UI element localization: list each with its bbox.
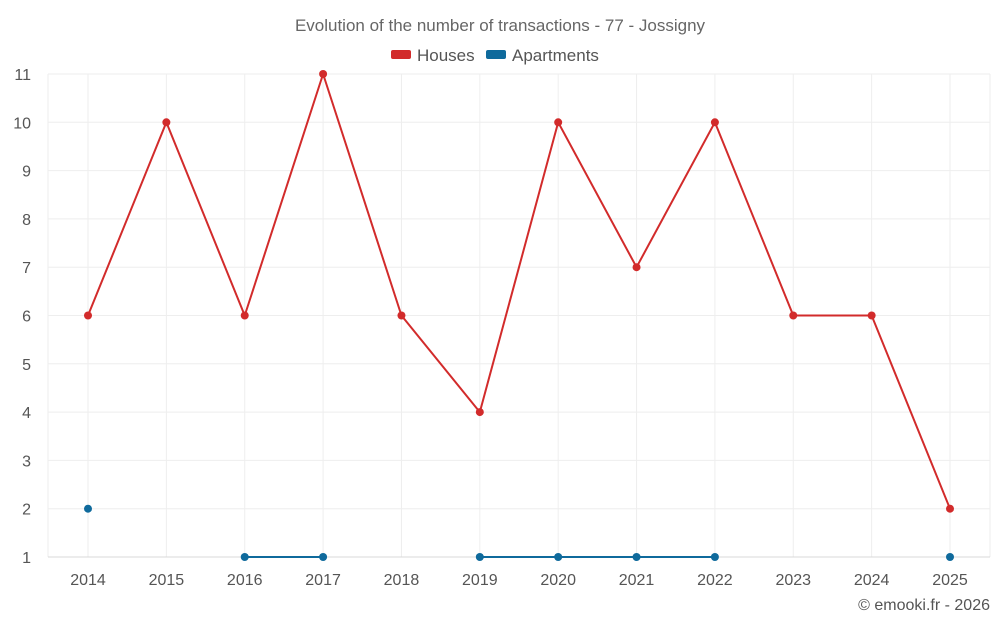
data-point (84, 504, 92, 513)
x-tick-label: 2014 (70, 572, 106, 589)
x-tick-label: 2020 (540, 572, 576, 589)
data-point (789, 311, 798, 320)
data-point (319, 553, 328, 561)
legend: Houses Apartments (391, 46, 599, 65)
y-tick-label: 1 (22, 550, 31, 567)
data-point (319, 70, 328, 78)
legend-swatch (391, 50, 411, 59)
y-tick-label: 11 (14, 67, 31, 84)
x-tick-label: 2016 (227, 572, 263, 589)
legend-label: Houses (417, 46, 475, 65)
x-tick-label: 2018 (384, 572, 420, 589)
data-point (946, 504, 954, 513)
data-point (554, 553, 563, 561)
data-point (240, 311, 249, 320)
data-point (84, 311, 92, 320)
y-axis: 1 2 3 4 5 6 7 8 9 10 11 (13, 67, 31, 567)
x-tick-label: 2022 (697, 572, 733, 589)
y-tick-label: 2 (22, 502, 31, 519)
x-tick-label: 2017 (305, 572, 341, 589)
data-point (475, 553, 484, 561)
y-tick-label: 5 (22, 357, 31, 374)
data-point (632, 263, 641, 272)
legend-swatch (486, 50, 506, 59)
x-tick-label: 2024 (854, 572, 890, 589)
data-point (710, 118, 719, 127)
y-tick-label: 10 (13, 115, 31, 132)
x-tick-label: 2025 (932, 572, 968, 589)
data-point (162, 118, 171, 127)
x-tick-label: 2015 (149, 572, 185, 589)
y-tick-label: 6 (22, 309, 31, 326)
series-line (87, 73, 951, 510)
y-tick-label: 7 (22, 260, 31, 277)
data-point (240, 553, 249, 561)
y-tick-label: 8 (22, 212, 31, 229)
x-tick-label: 2019 (462, 572, 498, 589)
legend-label: Apartments (512, 46, 599, 65)
x-axis: 2014 2015 2016 2017 2018 2019 2020 2021 2022 2023… (70, 572, 968, 589)
copyright-text: © emooki.fr - 2026 (858, 597, 990, 614)
series-layer (84, 70, 954, 561)
data-point (397, 311, 406, 320)
chart-title: Evolution of the number of transactions … (295, 16, 706, 35)
data-point (946, 553, 954, 561)
data-point (475, 408, 484, 417)
data-point (632, 553, 641, 561)
y-tick-label: 3 (22, 453, 31, 470)
data-point (710, 553, 719, 561)
y-tick-label: 4 (22, 405, 31, 422)
data-point (867, 311, 876, 320)
y-tick-label: 9 (22, 164, 31, 181)
data-point (554, 118, 563, 127)
x-tick-label: 2021 (619, 572, 655, 589)
x-tick-label: 2023 (775, 572, 811, 589)
